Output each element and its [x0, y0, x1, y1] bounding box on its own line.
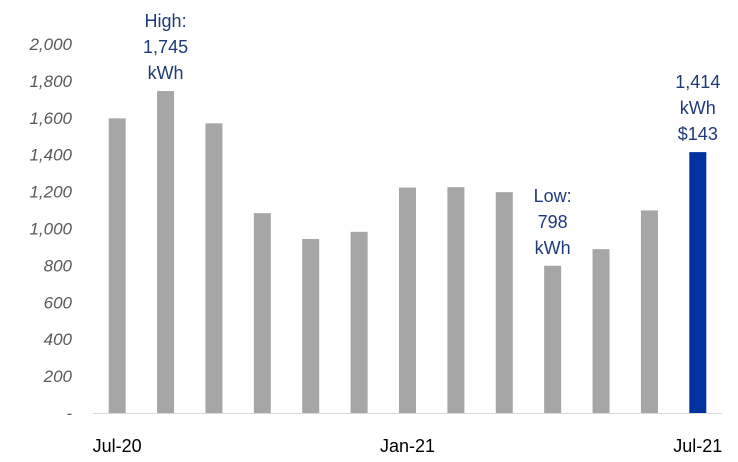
y-tick-label: 1,200	[29, 183, 72, 202]
annotation-line: kWh	[535, 238, 571, 258]
bar	[544, 265, 562, 413]
annotations: High: 1,745 kWh Low: 798 kWh 1,414 kWh $143	[143, 11, 720, 258]
y-tick-label: 1,400	[29, 146, 72, 165]
annotation-line: 1,414	[675, 72, 720, 92]
annotation-line: Low:	[534, 186, 572, 206]
bar-annotation: Low: 798 kWh	[534, 186, 572, 258]
y-tick-label: 400	[44, 330, 73, 349]
annotation-line: kWh	[680, 98, 716, 118]
annotation-line: 798	[538, 212, 568, 232]
y-axis: - 200 400 600 800 1,000 1,200 1,400 1,600 1,800 2,…	[28, 35, 72, 423]
x-tick-label: Jul-20	[93, 436, 142, 456]
x-tick-label: Jul-21	[673, 436, 722, 456]
bars	[108, 91, 707, 414]
bar	[689, 152, 707, 413]
y-tick-label: 200	[43, 367, 73, 386]
bar	[592, 249, 610, 413]
annotation-line: $143	[678, 124, 718, 144]
y-tick-label: 2,000	[28, 35, 72, 54]
bar	[447, 187, 465, 413]
y-tick-label: 600	[44, 293, 73, 312]
y-tick-label: 1,600	[29, 109, 72, 128]
annotation-line: kWh	[148, 63, 184, 83]
bar-annotation: High: 1,745 kWh	[143, 11, 188, 83]
bar	[157, 91, 175, 414]
bar	[108, 118, 126, 413]
y-tick-label: 1,800	[29, 72, 72, 91]
annotation-line: High:	[145, 11, 187, 31]
y-tick-label: 800	[44, 256, 73, 275]
bar-annotation: 1,414 kWh $143	[675, 72, 720, 144]
bar	[495, 192, 513, 413]
bar	[640, 210, 658, 413]
bar	[205, 123, 223, 414]
bar	[253, 213, 271, 413]
bar	[399, 187, 416, 413]
y-tick-label: 1,000	[29, 220, 72, 239]
x-tick-label: Jan-21	[380, 436, 435, 456]
y-tick-label: -	[66, 404, 72, 423]
x-axis: Jul-20 Jan-21 Jul-21	[93, 436, 723, 456]
bar	[302, 239, 320, 413]
bar	[350, 231, 368, 413]
annotation-line: 1,745	[143, 37, 188, 57]
